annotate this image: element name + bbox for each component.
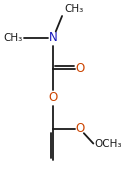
Text: CH₃: CH₃ [64, 4, 84, 14]
Text: O: O [75, 62, 85, 75]
Text: O: O [75, 122, 85, 135]
Text: N: N [49, 31, 58, 44]
Text: OCH₃: OCH₃ [94, 139, 122, 149]
Text: O: O [49, 91, 58, 105]
Text: CH₃: CH₃ [4, 33, 23, 43]
